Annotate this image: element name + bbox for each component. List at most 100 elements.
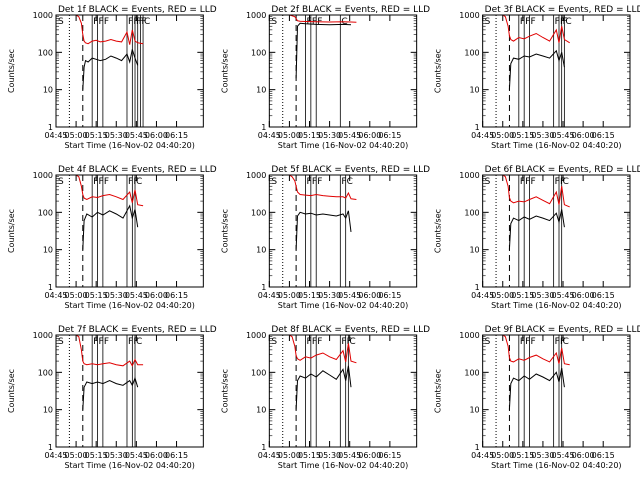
plot-frame: [55, 334, 204, 448]
plot-frame: [482, 334, 631, 448]
y-tick-label: 1000: [459, 11, 479, 20]
flag-letter: F: [306, 337, 311, 347]
plot-frame: [268, 14, 418, 128]
flag-letter: C: [136, 337, 142, 347]
flag-letter: F: [306, 177, 311, 187]
y-tick-label: 10: [256, 86, 266, 95]
y-axis-label: Counts/sec: [220, 49, 229, 93]
flag-letter: F: [136, 17, 141, 27]
x-tick-label: 04:45: [44, 131, 67, 140]
detector-panel-4: Det 4f BLACK = Events, RED = LLD Counts/s…: [7, 165, 217, 310]
y-axis-label: Counts/sec: [434, 369, 443, 413]
x-axis-label: Start Time (16-Nov-02 04:40:20): [491, 461, 621, 470]
x-tick-label: 05:15: [511, 131, 534, 140]
x-tick-label: 05:45: [338, 131, 361, 140]
y-tick-label: 1000: [33, 11, 53, 20]
x-tick-label: 04:45: [471, 131, 494, 140]
flag-letter: F: [99, 17, 104, 27]
y-tick-label: 1: [261, 283, 266, 292]
plot-frame: [55, 174, 204, 288]
x-tick-label: 05:00: [491, 131, 514, 140]
x-tick-label: 05:00: [278, 451, 301, 460]
x-tick-label: 05:00: [278, 291, 301, 300]
x-axis-label: Start Time (16-Nov-02 04:40:20): [491, 301, 621, 310]
y-axis-label: Counts/sec: [434, 209, 443, 253]
flag-letter: F: [317, 337, 322, 347]
lld-series-line: [289, 174, 357, 200]
y-tick-label: 100: [464, 208, 479, 217]
panel-title: Det 7f BLACK = Events, RED = LLD: [58, 325, 217, 335]
x-tick-label: 05:15: [85, 451, 108, 460]
x-tick-label: 05:15: [85, 131, 108, 140]
panel-title: Det 9f BLACK = Events, RED = LLD: [485, 325, 640, 335]
x-tick-label: 05:15: [298, 291, 321, 300]
flag-letter: F: [317, 177, 322, 187]
y-tick-label: 10: [43, 406, 53, 415]
events-series-line: [82, 376, 139, 410]
y-tick-label: 1000: [246, 331, 266, 340]
y-tick-label: 10: [43, 246, 53, 255]
y-tick-label: 1000: [246, 171, 266, 180]
flag-letter: F: [99, 337, 104, 347]
panel-title: Det 2f BLACK = Events, RED = LLD: [271, 5, 430, 15]
flag-letter: S: [485, 337, 491, 347]
flag-letter: F: [93, 17, 98, 27]
flag-letter: F: [93, 337, 98, 347]
y-axis-label: Counts/sec: [220, 209, 229, 253]
x-tick-label: 05:15: [511, 291, 534, 300]
flag-letter: S: [485, 17, 491, 27]
flag-letter: F: [312, 337, 317, 347]
detector-panel-5: Det 5f BLACK = Events, RED = LLD Counts/s…: [220, 165, 430, 310]
x-tick-label: 04:45: [44, 291, 67, 300]
flag-letter: F: [104, 177, 109, 187]
x-tick-label: 05:00: [65, 131, 88, 140]
events-series-line: [82, 204, 139, 250]
events-series-line: [295, 210, 352, 250]
x-tick-label: 06:15: [165, 451, 188, 460]
x-axis-label: Start Time (16-Nov-02 04:40:20): [278, 141, 408, 150]
x-tick-label: 05:30: [318, 131, 341, 140]
flag-letter: C: [144, 17, 150, 27]
y-tick-label: 100: [464, 368, 479, 377]
flag-letter: S: [58, 337, 64, 347]
flag-letter: C: [136, 177, 142, 187]
flag-letter: S: [58, 17, 64, 27]
panel-title: Det 1f BLACK = Events, RED = LLD: [58, 5, 217, 15]
x-tick-label: 06:15: [592, 291, 615, 300]
x-axis-label: Start Time (16-Nov-02 04:40:20): [64, 461, 194, 470]
x-tick-label: 04:45: [44, 451, 67, 460]
flag-letter: F: [104, 17, 109, 27]
y-tick-label: 100: [38, 368, 53, 377]
x-tick-label: 06:00: [145, 451, 168, 460]
y-tick-label: 1: [48, 443, 53, 452]
x-tick-label: 05:45: [551, 131, 574, 140]
flag-letter: F: [555, 177, 560, 187]
x-tick-label: 05:15: [85, 291, 108, 300]
flag-letter: F: [560, 337, 565, 347]
x-tick-label: 05:45: [125, 131, 148, 140]
flag-letter: F: [133, 177, 138, 187]
flag-letter: F: [133, 17, 138, 27]
x-tick-label: 05:30: [531, 451, 554, 460]
lld-series-line: [289, 334, 357, 364]
lld-series-line: [502, 14, 570, 44]
y-tick-label: 100: [464, 48, 479, 57]
x-tick-label: 06:15: [378, 451, 401, 460]
plot-frame: [55, 14, 204, 128]
y-tick-label: 10: [256, 406, 266, 415]
events-series-line: [295, 22, 352, 79]
y-tick-label: 1: [261, 123, 266, 132]
y-axis-label: Counts/sec: [220, 369, 229, 413]
y-tick-label: 10: [469, 246, 479, 255]
flag-letter: F: [128, 177, 133, 187]
y-tick-label: 1: [48, 123, 53, 132]
flag-letter: F: [141, 17, 146, 27]
plot-frame: [268, 334, 418, 448]
x-tick-label: 05:30: [105, 291, 128, 300]
x-tick-label: 06:00: [358, 291, 381, 300]
x-tick-label: 06:00: [145, 291, 168, 300]
x-tick-label: 06:15: [165, 291, 188, 300]
flag-letter: F: [525, 177, 530, 187]
y-tick-label: 1: [475, 443, 480, 452]
